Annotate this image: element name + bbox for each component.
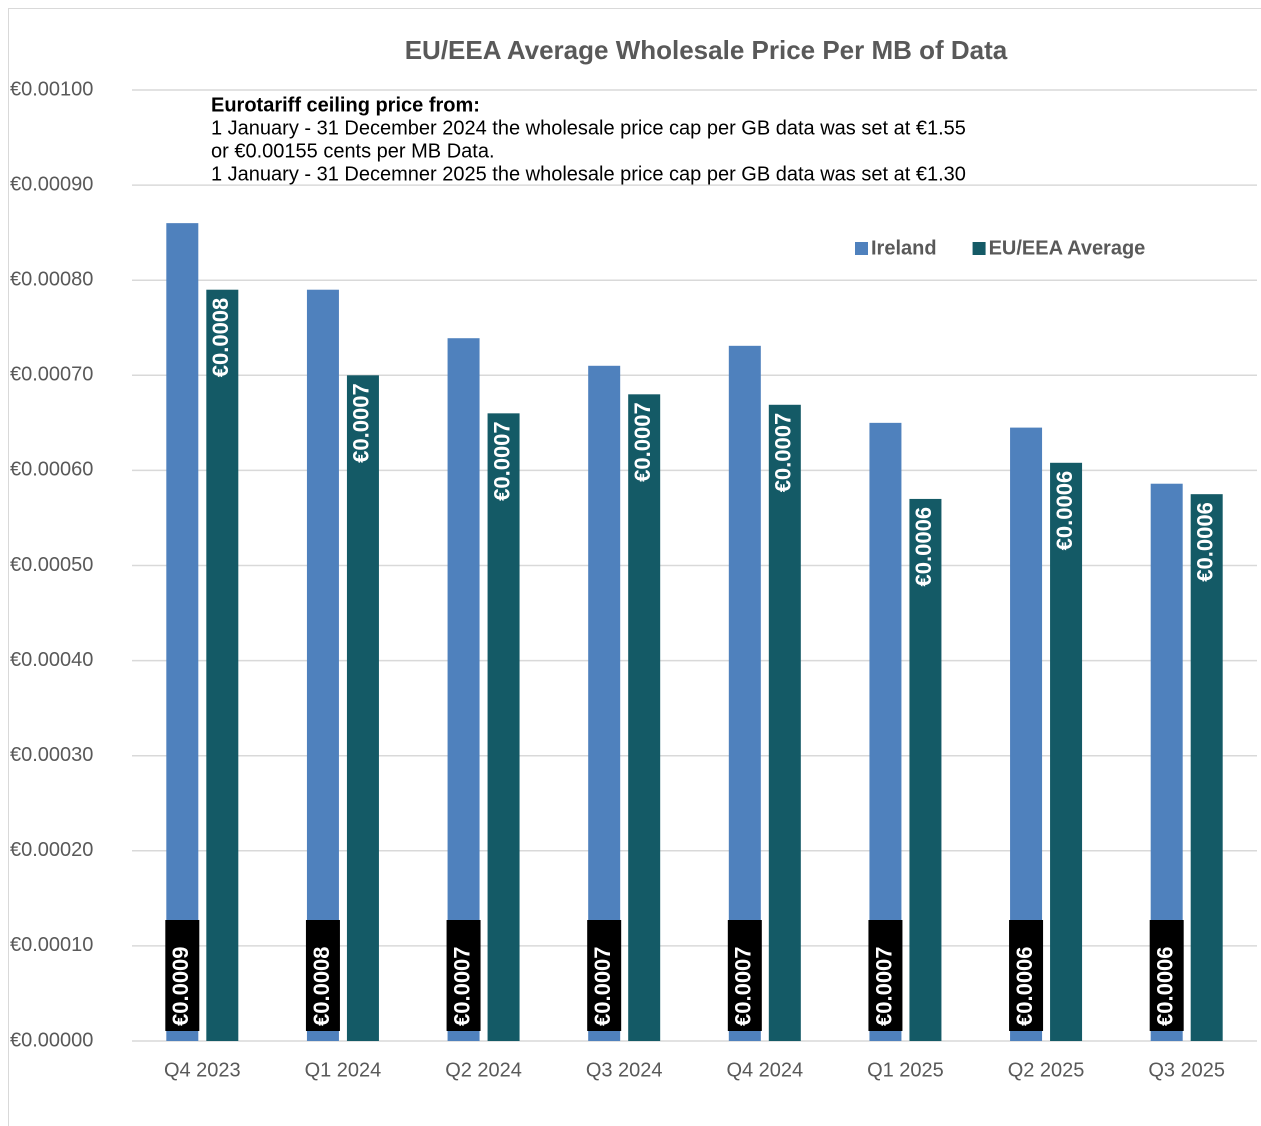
bar [306,289,339,1042]
y-tick-label: €0.00100 [10,78,93,100]
y-tick-label: €0.00050 [10,554,93,576]
value-label: €0.0007 [771,413,796,493]
value-label: €0.0006 [1012,946,1037,1026]
legend-label: Ireland [871,237,937,259]
legend-swatch [855,242,868,255]
y-tick-label: €0.00090 [10,173,93,195]
bar [346,375,379,1041]
value-label: €0.0007 [349,383,374,463]
bar [487,413,520,1042]
x-tick-label: Q2 2025 [1008,1059,1085,1081]
annotation: Eurotariff ceiling price from: [211,94,480,116]
value-label: €0.0007 [489,421,514,501]
value-label: €0.0007 [731,946,756,1026]
value-label: €0.0006 [1153,946,1178,1026]
x-tick-label: Q3 2025 [1148,1059,1225,1081]
chart-border [8,8,1261,1126]
value-label: €0.0007 [590,946,615,1026]
bar [628,394,661,1041]
value-label-box [1149,920,1184,1031]
annotation: 1 January - 31 Decemner 2025 the wholesa… [211,163,966,185]
y-tick-label: €0.00060 [10,459,93,481]
bar [166,223,199,1041]
value-label: €0.0007 [449,946,474,1026]
legend-label: EU/EEA Average [989,237,1146,259]
value-label: €0.0008 [309,946,334,1026]
value-label: €0.0006 [1193,502,1218,582]
bar [1190,494,1223,1041]
y-tick-label: €0.00070 [10,364,93,386]
y-tick-label: €0.00020 [10,839,93,861]
annotation: or €0.00155 cents per MB Data. [211,140,495,162]
value-label: €0.0009 [168,946,193,1026]
value-label-box [727,920,762,1031]
x-tick-label: Q4 2024 [726,1059,803,1081]
y-tick-label: €0.00030 [10,744,93,766]
chart-title: EU/EEA Average Wholesale Price Per MB of… [405,35,1008,65]
value-label-box [165,920,200,1031]
x-tick-label: Q2 2024 [445,1059,522,1081]
value-label: €0.0006 [911,507,936,587]
value-label-box [587,920,622,1031]
value-label-box [868,920,903,1031]
y-tick-label: €0.00080 [10,268,93,290]
value-label: €0.0007 [871,946,896,1026]
y-tick-label: €0.00040 [10,649,93,671]
legend-swatch [972,242,986,255]
value-label-box [305,920,340,1031]
bar [909,498,942,1041]
bar [206,289,239,1042]
annotation: 1 January - 31 December 2024 the wholesa… [211,117,966,139]
y-tick-label: €0.00000 [10,1029,93,1051]
y-tick-label: €0.00010 [10,934,93,956]
value-label: €0.0007 [630,402,655,482]
bar [1050,462,1083,1041]
value-label: €0.0008 [208,298,233,378]
x-tick-label: Q4 2023 [164,1059,241,1081]
value-label: €0.0006 [1052,471,1077,551]
x-tick-label: Q1 2025 [867,1059,944,1081]
x-tick-label: Q1 2024 [305,1059,382,1081]
x-tick-label: Q3 2024 [586,1059,663,1081]
value-label-box [1009,920,1044,1031]
value-label-box [446,920,481,1031]
bar [768,404,801,1041]
